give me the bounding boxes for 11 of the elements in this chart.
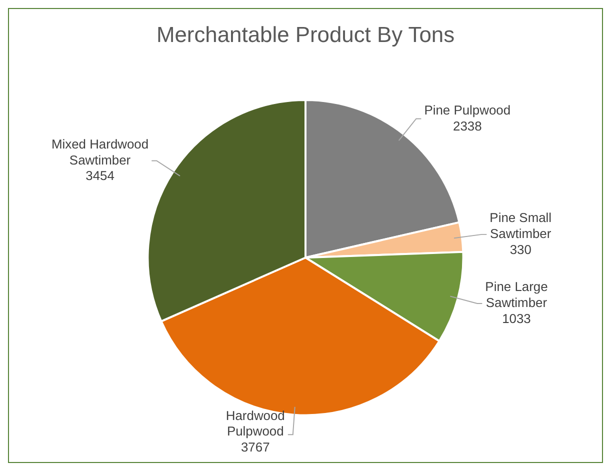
- slice-label: Mixed Hardwood Sawtimber: [51, 136, 149, 168]
- slice-label: Pine Small Sawtimber: [490, 210, 552, 241]
- data-label: 3454: [86, 168, 114, 184]
- slice-label: Pine Pulpwood: [424, 102, 511, 118]
- data-label: 2338: [452, 118, 482, 134]
- slice-label: Pine Large Sawtimber: [485, 279, 548, 310]
- data-label: 1033: [502, 310, 531, 326]
- data-label: 330: [510, 242, 532, 257]
- slice-label: Hardwood Pulpwood: [226, 408, 285, 439]
- chart-title: Merchantable Product By Tons: [156, 22, 455, 48]
- data-label: 3767: [240, 440, 270, 455]
